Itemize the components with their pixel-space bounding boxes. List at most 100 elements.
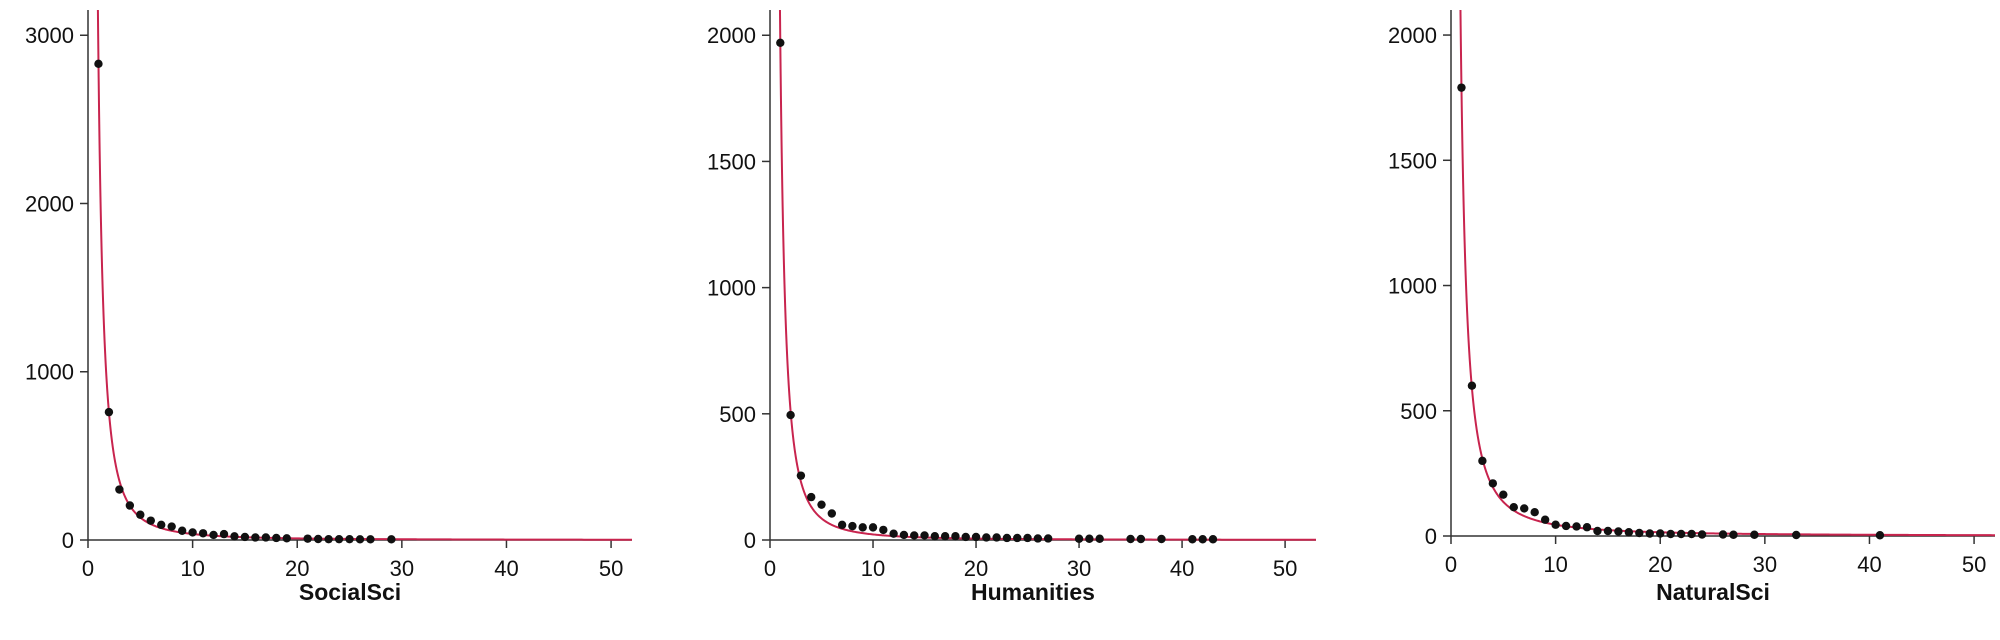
x-tick-label: 0 [1445,552,1457,577]
data-point [209,530,218,540]
data-point [1614,527,1623,536]
x-tick-label: 50 [1273,556,1297,581]
data-point [345,534,354,544]
data-point [1624,528,1634,537]
data-point [786,410,795,420]
data-point [910,531,919,540]
x-tick-label: 0 [764,556,776,581]
data-point [261,533,271,542]
x-tick-label: 10 [861,556,885,581]
data-point [1013,533,1022,543]
x-axis-title: NaturalSci [1656,579,1770,605]
data-point [1033,534,1043,543]
x-tick-label: 10 [1543,552,1567,577]
y-tick-label: 1000 [1388,274,1437,299]
y-tick-label: 1500 [707,149,756,174]
x-tick-label: 20 [964,556,988,581]
data-point [817,500,826,509]
y-tick-label: 0 [1425,524,1437,549]
data-point [1635,528,1644,538]
data-point [930,532,940,541]
data-point [157,520,166,530]
data-point [940,532,950,541]
y-tick-label: 1500 [1388,148,1437,173]
data-point [992,533,1001,542]
data-point [366,535,375,544]
x-tick-label: 50 [599,556,623,581]
x-tick-label: 30 [390,556,414,581]
x-tick-label: 40 [1857,552,1881,577]
data-point [1551,520,1560,529]
fit-curve [778,10,1316,541]
data-point [334,534,344,544]
data-point [136,510,145,519]
data-point [1478,456,1487,466]
data-point [324,534,333,544]
data-point [104,407,114,417]
y-tick-label: 3000 [25,23,74,48]
data-point [1656,529,1665,538]
data-point [1002,533,1012,543]
data-point [94,59,103,69]
data-point [920,531,929,540]
data-point [796,471,806,480]
data-point [1676,529,1686,539]
data-point [961,532,970,542]
data-point [146,516,155,525]
data-point [1540,515,1550,524]
data-point [1666,529,1675,539]
y-tick-label: 1000 [25,360,74,385]
x-tick-label: 20 [285,556,309,581]
data-point [115,485,124,494]
data-point [1074,534,1084,543]
data-point [1718,530,1728,539]
data-point [1593,526,1602,536]
y-tick-label: 2000 [25,191,74,216]
x-tick-label: 40 [1170,556,1194,581]
data-point [198,529,208,538]
data-point [1875,531,1885,540]
data-point [355,535,365,544]
data-point [1792,530,1801,540]
data-point [1457,83,1466,92]
fit-curve [96,10,632,541]
data-point [219,529,229,539]
data-point [1687,529,1696,539]
data-point [1188,535,1197,544]
y-tick-label: 2000 [1388,23,1437,48]
data-point [1136,534,1146,544]
data-point [1023,533,1032,543]
x-axis-title: SocialSci [299,579,401,605]
data-point [1530,508,1539,517]
data-point [1198,535,1207,544]
data-point [848,521,857,531]
data-point [1729,530,1738,539]
data-point [1085,534,1094,543]
data-point [1603,526,1613,536]
chart-panel-naturalsci: 0 500 1000 1500 2000 0 10 20 30 40 50 NaturalSci [1355,0,2000,640]
data-point [251,533,260,542]
x-tick-label: 0 [82,556,94,581]
data-point [1509,502,1518,512]
y-tick-label: 2000 [707,23,756,48]
data-point [177,526,187,535]
x-tick-label: 30 [1753,552,1777,577]
x-tick-label: 20 [1648,552,1672,577]
data-point [1520,504,1529,513]
data-point [776,38,785,48]
x-axis-title: Humanities [971,579,1095,605]
x-tick-label: 10 [180,556,204,581]
data-point [1208,535,1218,544]
data-point [982,533,991,542]
chart-panel-humanities: 0 500 1000 1500 2000 0 10 20 30 40 50 Humanities [680,0,1320,640]
data-point [188,528,197,537]
y-tick-label: 500 [719,402,756,427]
data-point [899,530,909,540]
data-point [1095,534,1104,543]
chart-humanities: 0 500 1000 1500 2000 0 10 20 30 40 50 Humanities [707,10,1316,605]
data-point [879,525,888,535]
data-point [1697,530,1707,539]
x-tick-label: 50 [1962,552,1986,577]
data-point [1126,534,1135,544]
data-point [1750,530,1759,539]
